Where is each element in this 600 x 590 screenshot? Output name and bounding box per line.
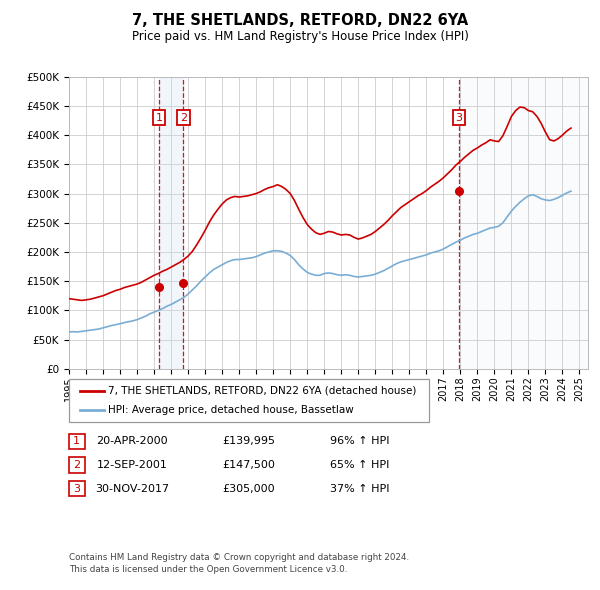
Text: 20-APR-2000: 20-APR-2000 (96, 437, 168, 446)
Text: 3: 3 (73, 484, 80, 493)
Text: 65% ↑ HPI: 65% ↑ HPI (331, 460, 389, 470)
Text: £305,000: £305,000 (223, 484, 275, 493)
Text: Price paid vs. HM Land Registry's House Price Index (HPI): Price paid vs. HM Land Registry's House … (131, 30, 469, 43)
Text: This data is licensed under the Open Government Licence v3.0.: This data is licensed under the Open Gov… (69, 565, 347, 574)
Text: 2: 2 (180, 113, 187, 123)
Text: 1: 1 (155, 113, 163, 123)
Text: 37% ↑ HPI: 37% ↑ HPI (330, 484, 390, 493)
Text: £139,995: £139,995 (223, 437, 275, 446)
Text: 7, THE SHETLANDS, RETFORD, DN22 6YA (detached house): 7, THE SHETLANDS, RETFORD, DN22 6YA (det… (108, 386, 416, 396)
Text: 2: 2 (73, 460, 80, 470)
Bar (159, 77, 184, 369)
Text: 96% ↑ HPI: 96% ↑ HPI (330, 437, 390, 446)
Text: 30-NOV-2017: 30-NOV-2017 (95, 484, 169, 493)
Text: 3: 3 (455, 113, 463, 123)
Text: £147,500: £147,500 (223, 460, 275, 470)
Bar (459, 77, 588, 369)
Text: Contains HM Land Registry data © Crown copyright and database right 2024.: Contains HM Land Registry data © Crown c… (69, 553, 409, 562)
Text: 1: 1 (73, 437, 80, 446)
Text: HPI: Average price, detached house, Bassetlaw: HPI: Average price, detached house, Bass… (108, 405, 354, 415)
Text: 12-SEP-2001: 12-SEP-2001 (97, 460, 167, 470)
Text: 7, THE SHETLANDS, RETFORD, DN22 6YA: 7, THE SHETLANDS, RETFORD, DN22 6YA (132, 13, 468, 28)
